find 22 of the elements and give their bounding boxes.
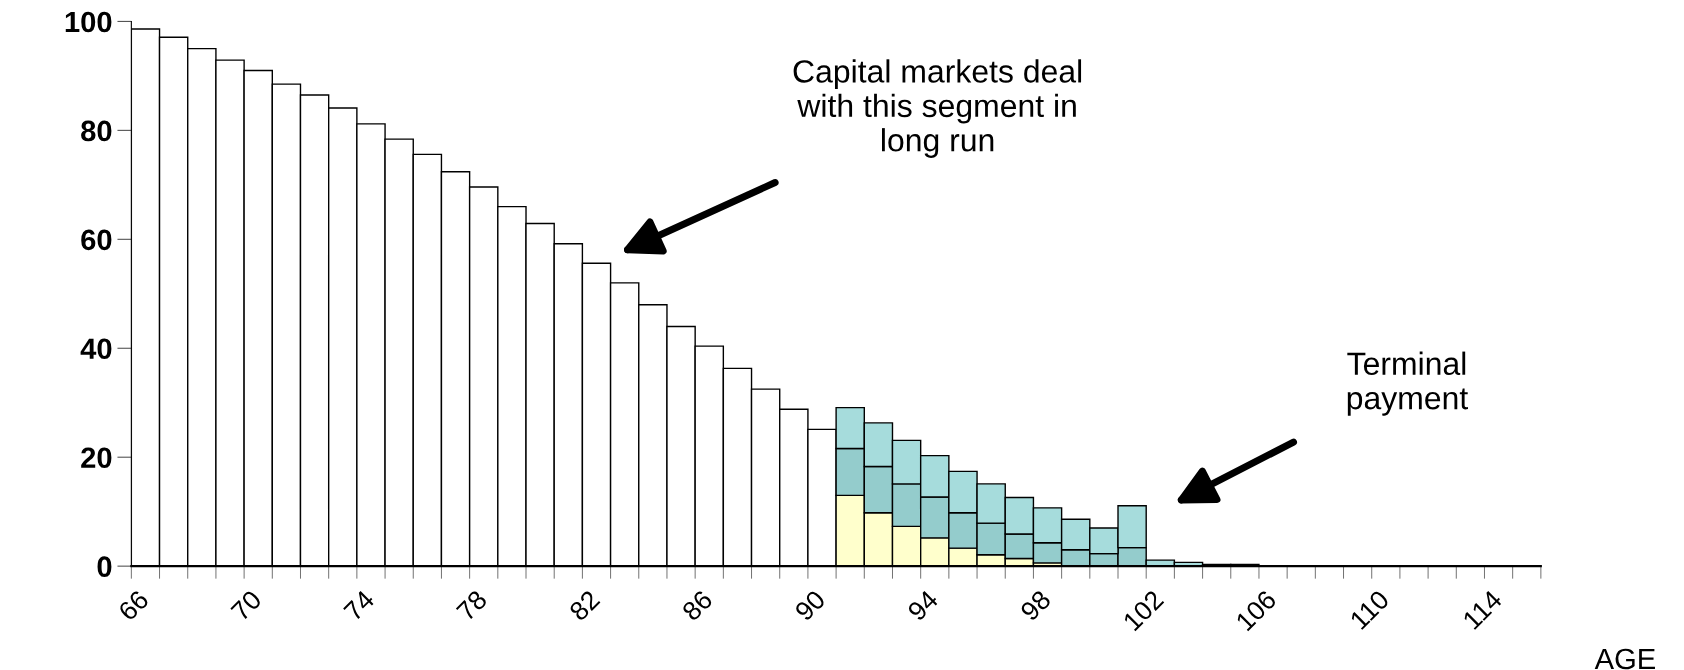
x-tick-label: 102 (1122, 589, 1165, 632)
y-tick-label: 20 (81, 447, 112, 469)
x-tick-label: 94 (906, 589, 940, 622)
x-tick-label: 78 (455, 589, 488, 622)
y-tick-label: 0 (97, 556, 112, 578)
x-tick-label: 106 (1235, 589, 1278, 632)
x-axis-title: AGE (1594, 648, 1655, 670)
x-tick-label: 82 (568, 589, 601, 622)
x-tick-label: 110 (1349, 589, 1391, 631)
x-tick-label: 70 (230, 589, 263, 622)
y-tick-label: 40 (80, 338, 112, 360)
x-tick-label: 66 (117, 589, 150, 622)
y-tick-label: 80 (81, 120, 112, 142)
x-tick-label: 74 (343, 589, 376, 622)
x-tick-label: 114 (1462, 589, 1503, 630)
annotation: Terminal payment (1347, 351, 1468, 416)
x-tick-label: 86 (681, 589, 714, 622)
x-tick-label: 90 (793, 589, 827, 622)
x-tick-label: 98 (1019, 589, 1052, 622)
annotation: Capital markets deal with this segment in long run (793, 59, 1082, 158)
y-tick-label: 100 (65, 11, 112, 33)
y-tick-label: 60 (81, 229, 112, 251)
